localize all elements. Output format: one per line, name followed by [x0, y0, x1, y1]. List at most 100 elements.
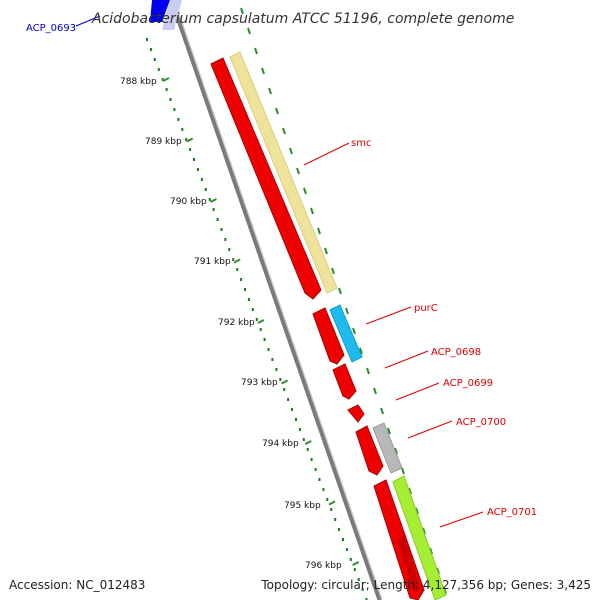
cds-arrows	[210, 57, 425, 600]
scale-label-791: 791 kbp	[194, 257, 231, 267]
scale-dot	[295, 418, 297, 421]
scale-dot	[255, 318, 258, 321]
outer-tick	[394, 447, 398, 455]
scale-dot	[342, 538, 344, 541]
gene-label-smc: smc	[351, 138, 371, 149]
outer-tick	[296, 167, 300, 175]
scale-dot	[165, 88, 168, 91]
scale-dot	[197, 168, 199, 171]
scale-label-795: 795 kbp	[284, 501, 321, 511]
scale-dot	[345, 548, 348, 551]
scale-dot	[365, 598, 368, 600]
scale-label-793: 793 kbp	[241, 378, 278, 388]
outer-tick	[345, 307, 349, 315]
scale-dot	[291, 408, 293, 411]
scale-major-tick	[352, 561, 360, 566]
acp-0693-band	[150, 0, 170, 22]
gene-label-purc: purC	[414, 303, 438, 314]
scale-dot	[306, 448, 309, 451]
scale-dot	[357, 578, 360, 581]
outer-tick	[261, 67, 265, 75]
scale-dot	[216, 218, 219, 221]
gene-label-acp-0700: ACP_0700	[456, 417, 506, 428]
purC-leader	[365, 306, 412, 325]
scale-dot	[251, 308, 254, 311]
purC-cds-arrow	[312, 307, 345, 365]
scale-major-tick	[304, 440, 312, 445]
scale-dot	[271, 358, 274, 361]
genome-title: Acidobacterium capsulatum ATCC 51196, co…	[91, 11, 514, 27]
label-leaders	[75, 15, 484, 528]
scale-dot	[279, 378, 282, 381]
outer-tick	[331, 267, 335, 275]
scale-dot	[275, 368, 278, 371]
gene-labels: ACP_0693 smc purC ACP_0698 ACP_0699 ACP_…	[26, 23, 537, 518]
acp-0699-leader	[395, 382, 440, 401]
scale-labels: 788 kbp 789 kbp 790 kbp 791 kbp 792 kbp …	[120, 77, 342, 571]
genome-summary-text: Topology: circular; Length: 4,127,356 bp…	[261, 578, 591, 592]
scale-label-788: 788 kbp	[120, 77, 157, 87]
scale-dot	[318, 478, 321, 481]
scale-dot	[298, 428, 301, 431]
outer-tick	[303, 187, 307, 195]
genome-backbone-highlight	[173, 0, 383, 600]
purC-band	[329, 304, 363, 363]
acp-0700-leader	[407, 420, 453, 439]
scale-dot	[326, 498, 329, 501]
gene-label-acp-0699: ACP_0699	[443, 378, 493, 389]
scale-dot	[208, 198, 211, 201]
scale-dot	[149, 48, 152, 51]
acp-0700-band	[372, 422, 403, 474]
outer-tick	[366, 367, 370, 375]
acp-0693-band-tail	[162, 0, 182, 30]
acp-0701-leader	[439, 511, 484, 528]
outer-tick	[352, 327, 356, 335]
acp-0701-cds-arrow-2	[398, 536, 420, 592]
outer-tick	[317, 227, 321, 235]
outer-tick	[268, 87, 272, 95]
outer-tick	[359, 347, 363, 355]
scale-dot	[349, 558, 352, 561]
scale-major-tick	[209, 198, 217, 203]
outer-tick	[408, 487, 412, 495]
scale-dot	[244, 288, 246, 291]
scale-dot	[185, 138, 188, 141]
outer-tick	[247, 27, 251, 35]
acp-0698-leader	[384, 350, 429, 369]
scale-dot	[259, 328, 262, 331]
scale-dot	[240, 278, 243, 281]
scale-dot	[193, 158, 195, 161]
accession-text: Accession: NC_012483	[9, 578, 146, 592]
scale-dot	[181, 128, 184, 131]
scale-dot	[153, 58, 156, 61]
outer-tick	[275, 107, 279, 115]
outer-tick	[310, 207, 314, 215]
scale-dot	[302, 438, 305, 441]
scale-dot	[247, 298, 250, 301]
scale-dot	[287, 398, 290, 401]
gene-label-acp-0693: ACP_0693	[26, 23, 76, 34]
scale-dot	[263, 338, 266, 341]
outer-tick	[401, 467, 405, 475]
scale-dot	[322, 488, 325, 491]
scale-ticks	[162, 7, 447, 595]
scale-dot	[204, 188, 207, 191]
outer-tick	[338, 287, 342, 295]
outer-tick	[289, 147, 293, 155]
scale-major-tick	[186, 137, 194, 143]
scale-dot	[189, 148, 192, 151]
smc-band	[229, 51, 338, 294]
scale-dot	[220, 228, 223, 231]
scale-dot	[169, 98, 172, 101]
smc-cds-arrow	[210, 57, 322, 300]
scale-major-tick	[257, 319, 265, 324]
scale-dot	[173, 108, 176, 111]
scale-dot	[334, 518, 337, 521]
acp-0693-leader	[75, 15, 101, 27]
scale-dot	[330, 508, 333, 511]
scale-major-tick	[162, 77, 170, 82]
scale-dot	[283, 388, 286, 391]
outer-tick	[387, 427, 391, 435]
scale-dot	[236, 268, 239, 271]
